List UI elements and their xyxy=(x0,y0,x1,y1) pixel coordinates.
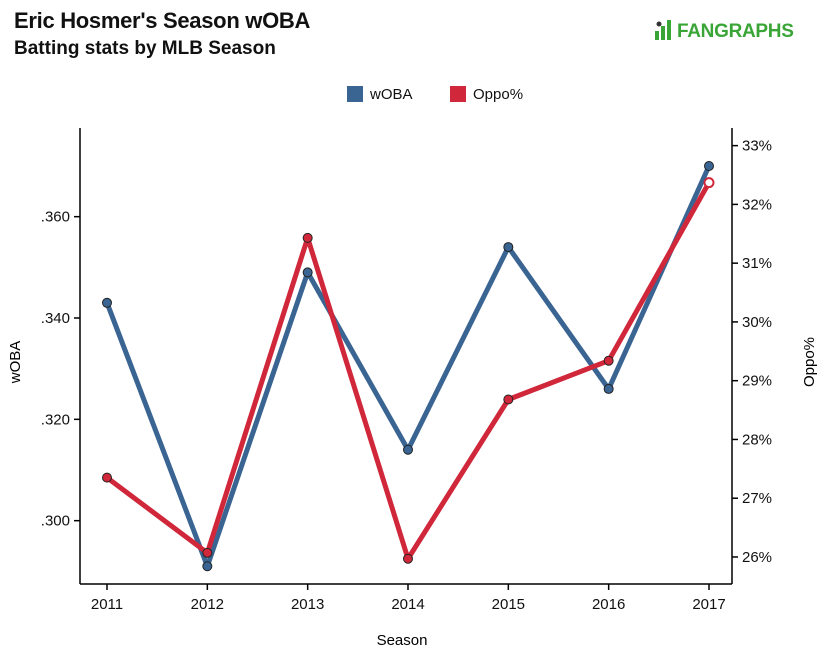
y-left-tick-label: .320 xyxy=(41,411,70,428)
y-axis-title-right: Oppo% xyxy=(801,337,818,387)
fangraphs-logo[interactable]: FANGRAPHS xyxy=(655,20,794,43)
data-point-woba[interactable] xyxy=(603,383,614,394)
y-right-tick-label: 30% xyxy=(742,314,772,331)
data-point-oppo[interactable] xyxy=(102,472,112,483)
y-left-tick-label: .340 xyxy=(41,310,70,327)
brand-text: FANGRAPHS xyxy=(677,21,794,42)
y-right-tick-label: 28% xyxy=(742,431,772,448)
data-point-oppo[interactable] xyxy=(503,394,514,405)
y-right-tick-label: 27% xyxy=(742,490,772,507)
data-point-woba[interactable] xyxy=(202,561,213,572)
axes: .300 .320 .340 .360 26% 27% 28% 29% 30% 31% 32% 33%… xyxy=(41,128,772,613)
legend-label-woba: wOBA xyxy=(370,86,413,103)
x-tick-label: 2014 xyxy=(391,596,424,613)
legend-swatch-woba xyxy=(347,86,363,102)
series-lines xyxy=(104,163,712,569)
data-point-oppo[interactable] xyxy=(302,232,313,243)
y-right-tick-label: 31% xyxy=(742,255,772,272)
legend-item-woba[interactable]: wOBA xyxy=(347,86,413,103)
data-point-woba[interactable] xyxy=(302,267,313,278)
data-point-oppo[interactable] xyxy=(403,553,413,564)
series-line-woba xyxy=(104,163,712,569)
x-tick-label: 2016 xyxy=(592,596,625,613)
legend-item-oppo[interactable]: Oppo% xyxy=(450,86,523,103)
y-right-tick-label: 32% xyxy=(742,196,772,213)
chart-title: Eric Hosmer's Season wOBA xyxy=(14,8,311,33)
y-right-tick-label: 29% xyxy=(742,373,772,390)
y-right-tick-label: 33% xyxy=(742,138,772,155)
x-tick-label: 2013 xyxy=(291,596,324,613)
data-point-woba[interactable] xyxy=(403,444,413,455)
data-point-oppo[interactable] xyxy=(703,177,715,189)
fangraphs-batter-icon xyxy=(655,20,671,40)
x-tick-label: 2017 xyxy=(692,596,725,613)
legend-swatch-oppo xyxy=(450,86,466,102)
y-right-tick-label: 26% xyxy=(742,549,772,566)
data-point-oppo[interactable] xyxy=(202,547,213,558)
x-tick-label: 2015 xyxy=(492,596,525,613)
x-tick-label: 2012 xyxy=(191,596,224,613)
x-axis-title: Season xyxy=(377,632,428,649)
chart-subtitle: Batting stats by MLB Season xyxy=(14,38,276,59)
x-tick-label: 2011 xyxy=(91,596,123,613)
data-point-woba[interactable] xyxy=(503,242,514,253)
y-left-tick-label: .300 xyxy=(41,513,70,530)
data-point-woba[interactable] xyxy=(102,297,112,308)
data-point-woba[interactable] xyxy=(704,161,714,171)
y-left-tick-label: .360 xyxy=(41,209,70,226)
y-axis-title-left: wOBA xyxy=(7,341,24,385)
legend-label-oppo: Oppo% xyxy=(473,86,524,103)
series-points xyxy=(102,161,715,572)
data-point-oppo[interactable] xyxy=(603,355,614,366)
